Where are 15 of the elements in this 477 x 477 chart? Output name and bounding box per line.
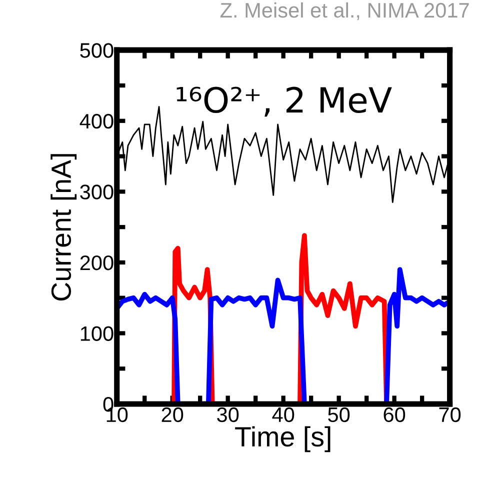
- x-tick-label: 60: [384, 407, 406, 422]
- y-tick-label: 400: [80, 114, 114, 129]
- y-tick-label: 100: [80, 326, 114, 341]
- x-tick-label: 70: [439, 407, 461, 422]
- y-tick-label: 200: [80, 255, 114, 270]
- text: Z. Meisel et al., NIMA 2017: [220, 2, 469, 20]
- y-tick-label: 300: [80, 184, 114, 200]
- y-tick-label: 500: [80, 43, 114, 58]
- text: ¹⁶O²⁺, 2 MeV: [176, 86, 392, 117]
- x-tick-label: 30: [217, 407, 239, 422]
- x-axis-title: Time [s]: [235, 426, 330, 452]
- x-tick-label: 40: [272, 407, 294, 422]
- x-tick-label: 20: [162, 407, 184, 422]
- y-axis-title: Current [nA]: [50, 154, 77, 301]
- x-tick-label: 50: [328, 407, 350, 422]
